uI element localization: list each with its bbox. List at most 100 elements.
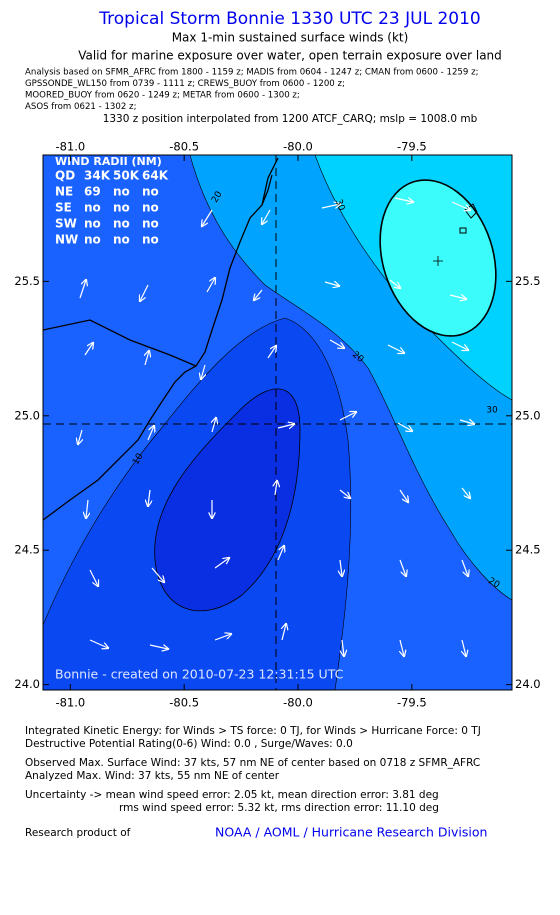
footer-line: Integrated Kinetic Energy: for Winds > T… [25, 725, 481, 737]
radii-title: WIND RADII (NM) [55, 155, 162, 168]
credit: Bonnie - created on 2010-07-23 12:31:15 … [55, 667, 344, 682]
research-label: Research product of [25, 827, 131, 839]
wind-arrow [140, 284, 149, 301]
wind-arrow [282, 624, 286, 641]
wind-arrow [277, 546, 284, 561]
wind-arrow [400, 639, 404, 656]
y-tick-label: 24.5 [14, 543, 40, 557]
wind-arrow [214, 634, 231, 641]
wind-arrow [86, 499, 88, 518]
wind-arrow [339, 489, 350, 498]
contour-label: 30 [486, 406, 498, 416]
wind-arrow [342, 639, 344, 656]
x-tick-label: -81.0 [55, 696, 85, 710]
wind-arrow [339, 412, 356, 421]
radii-cell: 69 [84, 185, 101, 199]
wind-arrow [399, 489, 408, 502]
wind-arrow [151, 567, 164, 582]
radii-cell: no [113, 201, 130, 215]
wind-arrow [202, 209, 213, 226]
wind-arrow [451, 341, 468, 350]
title: Tropical Storm Bonnie 1330 UTC 23 JUL 20… [98, 9, 480, 29]
wind-arrow [340, 559, 342, 576]
y-tick-label: 24.5 [515, 543, 541, 557]
x-tick-label: -80.5 [169, 140, 199, 154]
x-tick-label: -80.5 [169, 696, 199, 710]
analysis-source: Analysis based on SFMR_AFRC from 1800 - … [25, 68, 479, 78]
radii-cell: no [84, 201, 101, 215]
x-tick-label: -79.5 [397, 696, 427, 710]
organization: NOAA / AOML / Hurricane Research Divisio… [215, 825, 487, 840]
position-note: 1330 z position interpolated from 1200 A… [103, 113, 478, 125]
validity: Valid for marine exposure over water, op… [78, 49, 502, 63]
wind-arrow [462, 639, 466, 656]
radii-cell: no [142, 217, 159, 231]
map-frame [42, 154, 513, 691]
radii-cell: 64K [142, 169, 169, 183]
x-tick-label: -80.0 [283, 140, 313, 154]
wind-arrow [89, 569, 98, 586]
wind-arrow [324, 282, 339, 286]
wind-arrow [212, 418, 216, 433]
wind-arrow [459, 420, 474, 424]
x-tick-label: -80.0 [283, 696, 313, 710]
radii-cell: no [142, 185, 159, 199]
wind-arrow [394, 198, 413, 202]
radii-cell: 50K [113, 169, 140, 183]
wind-arrow [267, 346, 276, 359]
footer-line: rms wind speed error: 5.32 kt, rms direc… [119, 802, 439, 814]
radii-cell: QD [55, 169, 75, 183]
y-tick-label: 24.0 [14, 677, 40, 691]
analysis-source: MOORED_BUOY from 0620 - 1249 z; METAR fr… [25, 91, 300, 101]
wind-arrow [79, 280, 86, 299]
wind-arrow [149, 645, 168, 649]
wind-arrow [147, 426, 154, 441]
x-tick-label: -81.0 [55, 140, 85, 154]
wind-arrow [329, 339, 344, 348]
wind-arrow [449, 295, 466, 299]
contour-label: 30 [333, 198, 346, 212]
wind-arrow [89, 639, 108, 648]
radii-cell: no [84, 233, 101, 247]
wind-arrow [275, 481, 277, 496]
radii-cell: no [113, 217, 130, 231]
y-tick-label: 25.5 [515, 274, 541, 288]
y-tick-label: 25.5 [14, 274, 40, 288]
wind-arrow [461, 559, 468, 576]
radii-cell: no [142, 233, 159, 247]
radii-cell: NW [55, 233, 78, 247]
wind-arrow [84, 343, 93, 356]
footer-line: Observed Max. Surface Wind: 37 kts, 57 n… [25, 757, 480, 769]
y-tick-label: 25.0 [14, 408, 40, 422]
x-tick-label: -79.5 [397, 140, 427, 154]
wind-arrow [397, 422, 412, 431]
wind-arrow [389, 279, 400, 288]
wind-arrow [399, 559, 406, 576]
wind-arrow [206, 278, 215, 293]
footer-line: Analyzed Max. Wind: 37 kts, 55 nm NE of … [25, 770, 280, 782]
footer-line: Destructive Potential Rating(0-6) Wind: … [25, 738, 353, 750]
radii-cell: SE [55, 201, 72, 215]
y-tick-label: 24.0 [515, 677, 541, 691]
wind-arrow [145, 351, 149, 366]
wind-arrow [387, 344, 404, 353]
wind-arrow [201, 364, 205, 379]
wind-arrow [321, 204, 340, 208]
radii-cell: no [84, 217, 101, 231]
wind-arrow [148, 489, 150, 506]
wind-arrow [262, 209, 271, 224]
radii-cell: no [142, 201, 159, 215]
radii-cell: NE [55, 185, 73, 199]
radii-cell: SW [55, 217, 77, 231]
analysis-source: ASOS from 0621 - 1302 z; [25, 102, 136, 112]
radii-cell: no [113, 185, 130, 199]
subtitle: Max 1-min sustained surface winds (kt) [172, 31, 409, 45]
footer-line: Uncertainty -> mean wind speed error: 2.… [25, 789, 439, 801]
wind-arrow [254, 289, 263, 300]
y-tick-label: 25.0 [515, 408, 541, 422]
wind-arrow [277, 424, 294, 428]
wind-arrow [214, 558, 229, 569]
radii-cell: no [113, 233, 130, 247]
